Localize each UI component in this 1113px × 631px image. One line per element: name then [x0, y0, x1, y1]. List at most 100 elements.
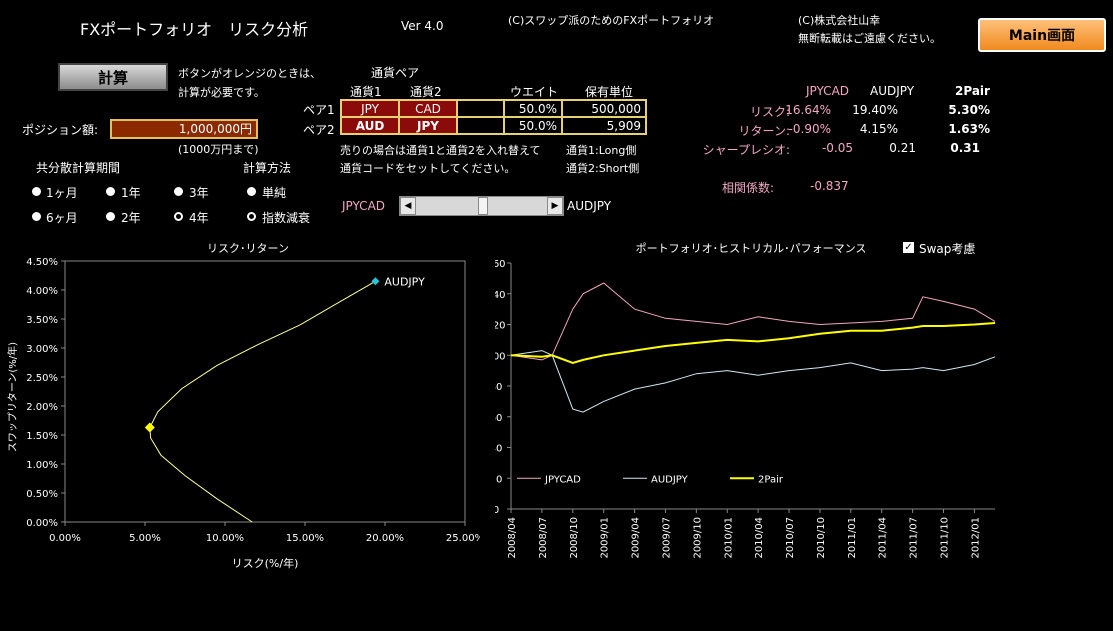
hp-xtick-label: 2011/01: [847, 517, 858, 559]
hp-ytick-label: 160: [495, 259, 506, 270]
slider-right-arrow[interactable]: ▶: [547, 197, 563, 215]
hp-series-2pair: [510, 322, 996, 364]
rr-xtick-label: 10.00%: [206, 533, 244, 544]
hp-xtick-label: 2010/10: [816, 517, 827, 559]
pairs-note-2: 通貨コードをセットしてください。: [340, 162, 516, 175]
sharpe-jpycad: -0.05: [821, 141, 853, 155]
rr-ytick-label: 1.50%: [26, 431, 58, 442]
pairs-note-1: 売りの場合は通貨1と通貨2を入れ替えて: [340, 144, 541, 157]
calc-note-1: ボタンがオレンジのときは、: [178, 67, 321, 80]
rr-point-2pair: [144, 422, 155, 433]
period-label-2y: 2年: [121, 211, 141, 225]
method-radio-exp[interactable]: [247, 212, 256, 221]
hp-ytick-label: 0: [495, 505, 499, 516]
stats-header-jpycad: JPYCAD: [806, 84, 850, 98]
risk-2pair: 5.30%: [948, 103, 990, 117]
pairs-note-3: 通貨1:Long側: [566, 144, 637, 157]
method-radio-simple[interactable]: [247, 187, 256, 196]
rr-ytick-label: 0.00%: [26, 518, 58, 529]
return-2pair: 1.63%: [948, 122, 990, 136]
period-radio-6m[interactable]: [32, 212, 41, 221]
hp-xtick-label: 2010/04: [754, 517, 765, 559]
historical-performance-chart: ポートフォリオ･ヒストリカル･パフォーマンス 0 20 40 60 80 100 120 14…: [495, 242, 996, 559]
slider-left-label: JPYCAD: [342, 199, 386, 213]
method-label-exp: 指数減衰: [262, 211, 311, 225]
calc-note-2: 計算が必要です。: [178, 86, 265, 99]
pair2-units: 5,909: [561, 116, 647, 135]
hp-xtick-label: 2009/07: [661, 517, 672, 559]
swap-label: Swap考慮: [919, 242, 976, 256]
efficient-frontier-line: [149, 280, 376, 523]
hp-xtick-label: 2011/04: [878, 517, 889, 559]
hp-series-jpycad: [510, 282, 996, 361]
swap-checkbox[interactable]: ✓: [903, 242, 914, 253]
rr-point-audjpy: [371, 277, 380, 286]
rr-point-label: AUDJPY: [384, 275, 425, 288]
rr-xtick-label: 0.00%: [49, 533, 81, 544]
period-radio-4y[interactable]: [174, 212, 183, 221]
header-cur1: 通貨1: [350, 85, 382, 99]
rr-xtick-label: 5.00%: [129, 533, 161, 544]
pair2-weight[interactable]: 50.0%: [503, 116, 563, 135]
slider-thumb[interactable]: [478, 197, 488, 215]
sharpe-label: シャープレシオ:: [702, 143, 790, 157]
risk-label: リスク:: [749, 105, 790, 119]
pair1-cur2[interactable]: CAD: [398, 99, 458, 118]
position-amount-field[interactable]: 1,000,000円: [110, 119, 258, 139]
rr-ytick-label: 2.50%: [26, 373, 58, 384]
pair2-cur2[interactable]: JPY: [398, 116, 458, 135]
notice-text: 無断転載はご遠慮ください。: [798, 32, 941, 45]
period-radio-3y[interactable]: [174, 187, 183, 196]
pair2-cur1[interactable]: AUD: [340, 116, 400, 135]
return-audjpy: 4.15%: [859, 122, 898, 136]
weight-slider[interactable]: ◀ ▶: [399, 196, 564, 216]
pairs-note-4: 通貨2:Short側: [566, 162, 640, 175]
version-label: Ver 4.0: [401, 19, 444, 33]
pair1-weight[interactable]: 50.0%: [503, 99, 563, 118]
rr-ytick-label: 3.50%: [26, 315, 58, 326]
header-cur2: 通貨2: [410, 85, 442, 99]
hp-xtick-label: 2008/04: [507, 517, 518, 559]
period-label-1m: 1ヶ月: [46, 186, 78, 200]
slider-left-arrow[interactable]: ◀: [400, 197, 416, 215]
period-radio-1m[interactable]: [32, 187, 41, 196]
calculate-button[interactable]: 計算: [58, 63, 168, 91]
position-label: ポジション額:: [22, 123, 99, 137]
rr-xtick-label: 20.00%: [366, 533, 404, 544]
period-radio-2y[interactable]: [106, 212, 115, 221]
hp-xtick-label: 2008/10: [569, 517, 580, 559]
hp-ytick-label: 120: [495, 321, 506, 332]
hp-ytick-label: 60: [495, 413, 502, 424]
correlation-value: -0.837: [810, 179, 849, 193]
pair-row-1: JPY CAD 50.0% 500,000: [340, 99, 647, 118]
method-title: 計算方法: [243, 161, 292, 175]
hp-xtick-label: 2011/07: [909, 517, 920, 559]
rr-ytick-label: 2.00%: [26, 402, 58, 413]
pair1-cur1[interactable]: JPY: [340, 99, 400, 118]
main-screen-button[interactable]: Main画面: [978, 18, 1106, 52]
hp-ytick-label: 80: [495, 382, 502, 393]
hp-legend-label: JPYCAD: [544, 474, 581, 485]
hp-xtick-label: 2010/07: [785, 517, 796, 559]
hp-legend-label: AUDJPY: [651, 474, 689, 485]
rr-title: リスク･リターン: [207, 242, 289, 255]
hp-xtick-label: 2009/04: [631, 517, 642, 559]
period-label-4y: 4年: [189, 211, 209, 225]
rr-ytick-label: 1.00%: [26, 460, 58, 471]
return-label: リターン:: [738, 124, 790, 138]
period-label-6m: 6ヶ月: [46, 211, 78, 225]
pairs-title: 通貨ペア: [371, 66, 420, 80]
pair1-label: ペア1: [303, 103, 335, 117]
hp-ytick-label: 40: [495, 444, 502, 455]
period-radio-1y[interactable]: [106, 187, 115, 196]
pair2-blank: [456, 116, 505, 135]
rr-ylabel: スワップリターン(%/年): [6, 342, 19, 452]
risk-jpycad: 16.64%: [785, 103, 831, 117]
return-jpycad: -0.90%: [788, 122, 831, 136]
hp-xtick-label: 2009/10: [692, 517, 703, 559]
rr-ytick-label: 4.00%: [26, 286, 58, 297]
hp-xtick-label: 2008/07: [538, 517, 549, 559]
rr-xtick-label: 15.00%: [286, 533, 324, 544]
pairs-table: JPY CAD 50.0% 500,000 AUD JPY 50.0% 5,90…: [340, 99, 647, 135]
header-weight: ウエイト: [510, 85, 559, 99]
